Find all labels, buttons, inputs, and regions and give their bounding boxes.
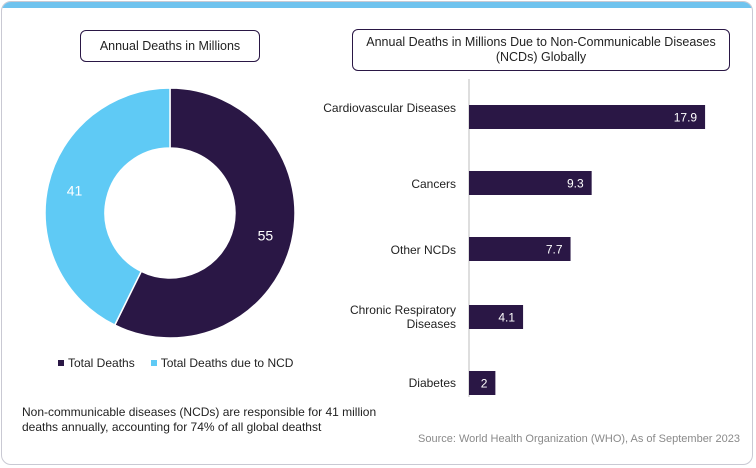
donut-slice-total-deaths bbox=[113, 87, 296, 339]
category-label-chronic-respiratory: Chronic Respiratory Diseases bbox=[349, 303, 456, 331]
bar-chart-title: Annual Deaths in Millions Due to Non-Com… bbox=[352, 29, 730, 71]
bar-3 bbox=[469, 305, 524, 329]
legend-swatch-dark bbox=[58, 360, 64, 366]
category-label-diabetes: Diabetes bbox=[408, 376, 456, 390]
legend-label-ncd-deaths: Total Deaths due to NCD bbox=[160, 356, 294, 370]
bar-value-label: 2 bbox=[481, 377, 488, 391]
donut-legend: Total Deaths Total Deaths due to NCD bbox=[58, 356, 293, 370]
category-label-other-ncds: Other NCDs bbox=[390, 243, 456, 257]
bar-2 bbox=[469, 237, 571, 261]
legend-label-total-deaths: Total Deaths bbox=[68, 356, 135, 370]
bar-value-label: 9.3 bbox=[567, 177, 584, 191]
legend-item-ncd-deaths: Total Deaths due to NCD bbox=[150, 356, 294, 370]
footnote: Non-communicable diseases (NCDs) are res… bbox=[22, 405, 377, 434]
bar-value-label: 7.7 bbox=[546, 243, 563, 257]
legend-swatch-light bbox=[150, 360, 157, 366]
donut-title: Annual Deaths in Millions bbox=[80, 30, 260, 62]
bar-0 bbox=[469, 105, 706, 129]
bar-4 bbox=[469, 371, 496, 395]
category-label-cancers: Cancers bbox=[411, 177, 456, 191]
donut-value-label: 55 bbox=[258, 227, 274, 243]
bar-1 bbox=[469, 171, 592, 195]
source-text: Source: World Health Organization (WHO),… bbox=[418, 433, 740, 445]
category-label-cardiovascular: Cardiovascular Diseases bbox=[323, 101, 456, 115]
donut-slice-ncd-deaths bbox=[44, 87, 171, 327]
bar-value-label: 4.1 bbox=[498, 311, 515, 325]
legend-item-total-deaths: Total Deaths bbox=[58, 356, 135, 370]
donut-value-label: 41 bbox=[67, 183, 83, 199]
bar-value-label: 17.9 bbox=[674, 111, 698, 125]
accent-bar bbox=[2, 2, 752, 8]
